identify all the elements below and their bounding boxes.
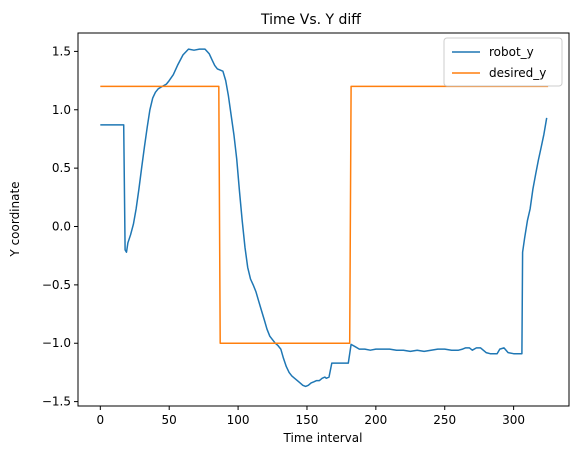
series-line-robot_y	[100, 49, 546, 386]
legend-label-desired_y: desired_y	[489, 66, 546, 80]
series-layer	[100, 49, 548, 386]
chart-title: Time Vs. Y diff	[260, 12, 361, 28]
y-axis: −1.5 −1.0 −0.5 0.0 0.5 1.0 1.5	[42, 44, 78, 408]
y-tick-label: −1.5	[42, 395, 71, 409]
plot-area	[78, 33, 569, 406]
legend-label-robot_y: robot_y	[489, 45, 534, 59]
y-tick-label: 0.0	[52, 220, 71, 234]
y-axis-label: Y coordinate	[8, 181, 22, 257]
y-tick-label: 1.5	[52, 44, 71, 58]
x-tick-label: 150	[296, 413, 319, 427]
x-tick-label: 50	[162, 413, 177, 427]
y-tick-label: −0.5	[42, 278, 71, 292]
y-tick-label: 0.5	[52, 161, 71, 175]
series-line-desired_y	[100, 86, 548, 343]
y-tick-label: 1.0	[52, 103, 71, 117]
x-axis-label: Time interval	[283, 431, 363, 445]
x-axis: 0 50 100 150 200 250 300	[96, 406, 525, 427]
x-tick-label: 0	[96, 413, 104, 427]
x-tick-label: 300	[502, 413, 525, 427]
x-tick-label: 250	[433, 413, 456, 427]
y-tick-label: −1.0	[42, 336, 71, 350]
x-tick-label: 100	[227, 413, 250, 427]
plot-frame	[78, 33, 569, 406]
x-tick-label: 200	[364, 413, 387, 427]
legend: robot_y desired_y	[444, 38, 562, 86]
